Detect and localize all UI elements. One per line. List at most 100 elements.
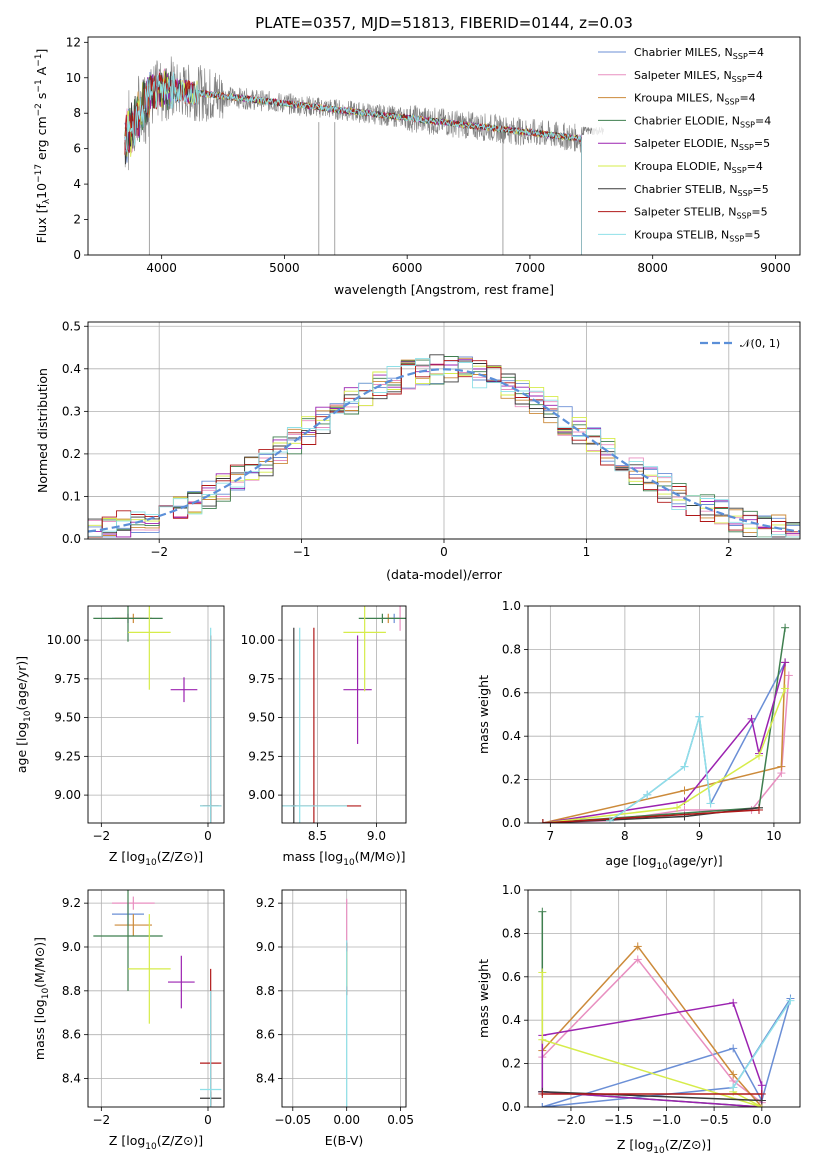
y-tick-label: 8.6 bbox=[256, 1028, 275, 1042]
y-axis-label: mass weight bbox=[476, 675, 491, 754]
x-tick-label: 0 bbox=[440, 545, 448, 559]
plot-area bbox=[538, 623, 793, 823]
y-tick-label: 1.0 bbox=[502, 599, 521, 613]
x-tick-label: 8 bbox=[621, 829, 629, 843]
x-axis-label: Z [log10(Z/Z⊙)] bbox=[109, 849, 203, 868]
weight-line bbox=[541, 945, 763, 1107]
y-tick-label: 0 bbox=[73, 248, 81, 262]
x-tick-label: 1 bbox=[583, 545, 591, 559]
legend-equals: = bbox=[755, 114, 764, 127]
plot-area bbox=[538, 907, 795, 1107]
y-tick-label: 0.1 bbox=[62, 489, 81, 503]
age-vs-mass-panel: 8.5 9.0 9.00 9.25 9.50 9.75 10.00 mass [log10(M… bbox=[241, 605, 407, 868]
y-tick-label: 0.2 bbox=[502, 773, 521, 787]
y-axis-label: Normed distribution bbox=[35, 368, 50, 493]
y-label-sup: −1 bbox=[34, 79, 44, 92]
legend-nssp-sub: SSP bbox=[729, 234, 744, 243]
y-tick-label: 0.4 bbox=[502, 729, 521, 743]
y-label-part: ] bbox=[34, 49, 49, 54]
y-tick-label: 8.4 bbox=[256, 1072, 275, 1086]
legend-separator: , bbox=[709, 92, 716, 105]
y-tick-label: 0.8 bbox=[502, 642, 521, 656]
legend-equals: = bbox=[747, 160, 756, 173]
legend-entry: Kroupa MILES, NSSP=4 bbox=[634, 92, 756, 107]
x-axis-label: mass [log10(M/M⊙)] bbox=[282, 849, 405, 868]
weight-line bbox=[609, 662, 786, 822]
x-axis-label: E(B-V) bbox=[325, 1133, 364, 1148]
x-axis-label-sub: 10 bbox=[657, 862, 669, 872]
y-tick-label: 2 bbox=[73, 213, 81, 227]
x-tick-label: 10 bbox=[766, 829, 781, 843]
weight-line bbox=[542, 809, 760, 823]
x-tick-label: 4000 bbox=[146, 261, 177, 275]
legend-nssp-main: N bbox=[731, 137, 739, 150]
legend-equals: = bbox=[753, 183, 762, 196]
legend-model-name: Chabrier ELODIE bbox=[634, 114, 725, 127]
weight-line bbox=[542, 675, 790, 823]
x-axis-label-end: (age/yr)] bbox=[668, 853, 723, 868]
x-axis-label: Z [log10(Z/Z⊙)] bbox=[109, 1133, 203, 1152]
legend-nssp-value: 4 bbox=[756, 69, 763, 82]
legend-equals: = bbox=[739, 92, 748, 105]
y-tick-label: 0.6 bbox=[502, 970, 521, 984]
y-axis-label-sub: 10 bbox=[41, 988, 51, 1000]
y-tick-label: 0.0 bbox=[502, 816, 521, 830]
x-tick-label: −1 bbox=[293, 545, 311, 559]
figure-title: PLATE=0357, MJD=51813, FIBERID=0144, z=0… bbox=[255, 14, 633, 32]
y-axis-label: mass weight bbox=[476, 959, 491, 1038]
residuals-panel: −2 −1 0 1 2 0.0 0.1 0.2 0.3 0.4 0.5 𝒩(0, 1) (data-mo… bbox=[35, 319, 801, 582]
legend-nssp-value: 4 bbox=[749, 92, 756, 105]
residual-histogram bbox=[88, 360, 800, 538]
legend-nssp-value: 5 bbox=[761, 206, 768, 219]
legend-nssp-sub: SSP bbox=[733, 52, 748, 61]
x-axis-label: age [log10(age/yr)] bbox=[605, 853, 722, 872]
legend-model-name: Kroupa STELIB bbox=[634, 228, 714, 241]
x-tick-label: 2 bbox=[725, 545, 733, 559]
x-axis-label: wavelength [Angstrom, rest frame] bbox=[334, 282, 554, 297]
x-axis-label-main: age [log bbox=[605, 853, 656, 868]
x-tick-label: −2 bbox=[150, 545, 168, 559]
legend-separator: , bbox=[714, 228, 721, 241]
legend-model-name: Chabrier STELIB bbox=[634, 183, 722, 196]
legend-equals: = bbox=[744, 228, 753, 241]
legend-nssp-value: 4 bbox=[757, 46, 764, 59]
legend-nssp-main: N bbox=[725, 46, 733, 59]
x-axis-label: Z [log10(Z/Z⊙)] bbox=[617, 1137, 711, 1156]
y-label-part: erg cm bbox=[34, 116, 49, 164]
x-tick-label: 0 bbox=[204, 829, 212, 843]
legend-entry: Salpeter ELODIE, NSSP=5 bbox=[634, 137, 770, 152]
mass-vs-metallicity-panel: −2 08.48.68.89.09.2Z [log10(Z/Z⊙)]mass [l… bbox=[32, 889, 225, 1152]
axes-frame bbox=[87, 321, 801, 540]
weight-vs-metallicity-panel: −2.0 −1.5 −1.0 −0.5 0.0 0.0 0.2 0.4 0.6 0.8 1.0 Z [… bbox=[476, 883, 801, 1156]
x-tick-label: 9 bbox=[696, 829, 704, 843]
y-label-sup: −2 bbox=[34, 103, 44, 116]
legend-nssp-main: N bbox=[723, 69, 731, 82]
y-tick-label: 8.6 bbox=[62, 1028, 81, 1042]
legend-entry: Chabrier MILES, NSSP=4 bbox=[634, 46, 764, 61]
axes-frame bbox=[281, 605, 407, 824]
legend-nssp-sub: SSP bbox=[740, 120, 755, 129]
y-label-part: A bbox=[34, 66, 49, 79]
axes-frame bbox=[527, 889, 801, 1108]
legend-nssp-sub: SSP bbox=[732, 166, 747, 175]
weight-line bbox=[732, 1000, 792, 1088]
y-tick-label: 12 bbox=[66, 35, 81, 49]
legend-equals: = bbox=[747, 69, 756, 82]
y-tick-label: 10.00 bbox=[241, 633, 275, 647]
y-tick-label: 0.2 bbox=[502, 1057, 521, 1071]
weight-line bbox=[541, 1001, 763, 1107]
x-tick-label: 6000 bbox=[392, 261, 423, 275]
legend-nssp-value: 5 bbox=[763, 137, 770, 150]
normal-curve bbox=[88, 368, 800, 533]
weight-line bbox=[542, 662, 786, 823]
x-tick-label: 9000 bbox=[760, 261, 791, 275]
legend-model-name: Chabrier MILES bbox=[634, 46, 718, 59]
legend-nssp-value: 4 bbox=[756, 160, 763, 173]
legend-entry: Kroupa STELIB, NSSP=5 bbox=[634, 228, 760, 243]
legend-nssp-main: N bbox=[721, 228, 729, 241]
legend-entry: Chabrier ELODIE, NSSP=4 bbox=[634, 114, 771, 129]
y-tick-label: 8 bbox=[73, 106, 81, 120]
x-tick-label: 0.00 bbox=[333, 1113, 360, 1127]
